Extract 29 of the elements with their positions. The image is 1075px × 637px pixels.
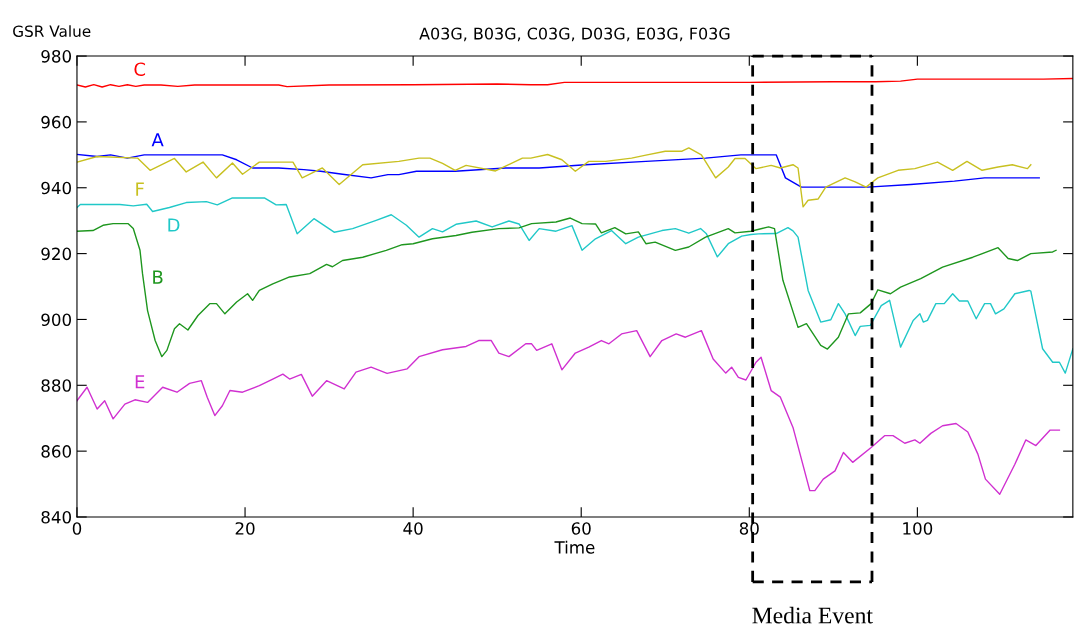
line-series (76, 329, 1061, 495)
series-label: D (168, 218, 180, 232)
series-label: C (134, 62, 146, 77)
series-label: F (136, 182, 144, 196)
y-tick-label: 880 (41, 379, 71, 392)
x-tick-label: 0 (72, 522, 82, 535)
y-tick-label: 940 (41, 181, 71, 195)
line-series (76, 217, 1057, 358)
y-tick-label: 900 (41, 313, 71, 327)
x-tick-label: 40 (403, 522, 423, 535)
line-series (76, 147, 1032, 208)
series-label: B (153, 270, 163, 284)
y-tick-label: 960 (41, 115, 71, 129)
y-tick-label: 840 (41, 510, 71, 524)
chart-title: A03G, B03G, C03G, D03G, E03G, F03G (419, 27, 730, 42)
series-label: E (135, 375, 145, 389)
line-series (76, 77, 1073, 88)
x-tick-label: 60 (571, 522, 591, 535)
y-tick-label: 860 (41, 445, 71, 458)
x-tick-label: 100 (903, 522, 933, 535)
series-label: A (151, 133, 164, 147)
x-axis-title: Time (554, 540, 595, 554)
line-series (76, 197, 1073, 374)
y-axis-title: GSR Value (13, 25, 91, 37)
ref-line-label: Media Event (752, 606, 873, 624)
x-tick-label: 80 (739, 522, 759, 535)
x-tick-label: 20 (235, 522, 255, 535)
y-tick-label: 980 (41, 50, 71, 63)
y-tick-label: 920 (41, 247, 71, 261)
